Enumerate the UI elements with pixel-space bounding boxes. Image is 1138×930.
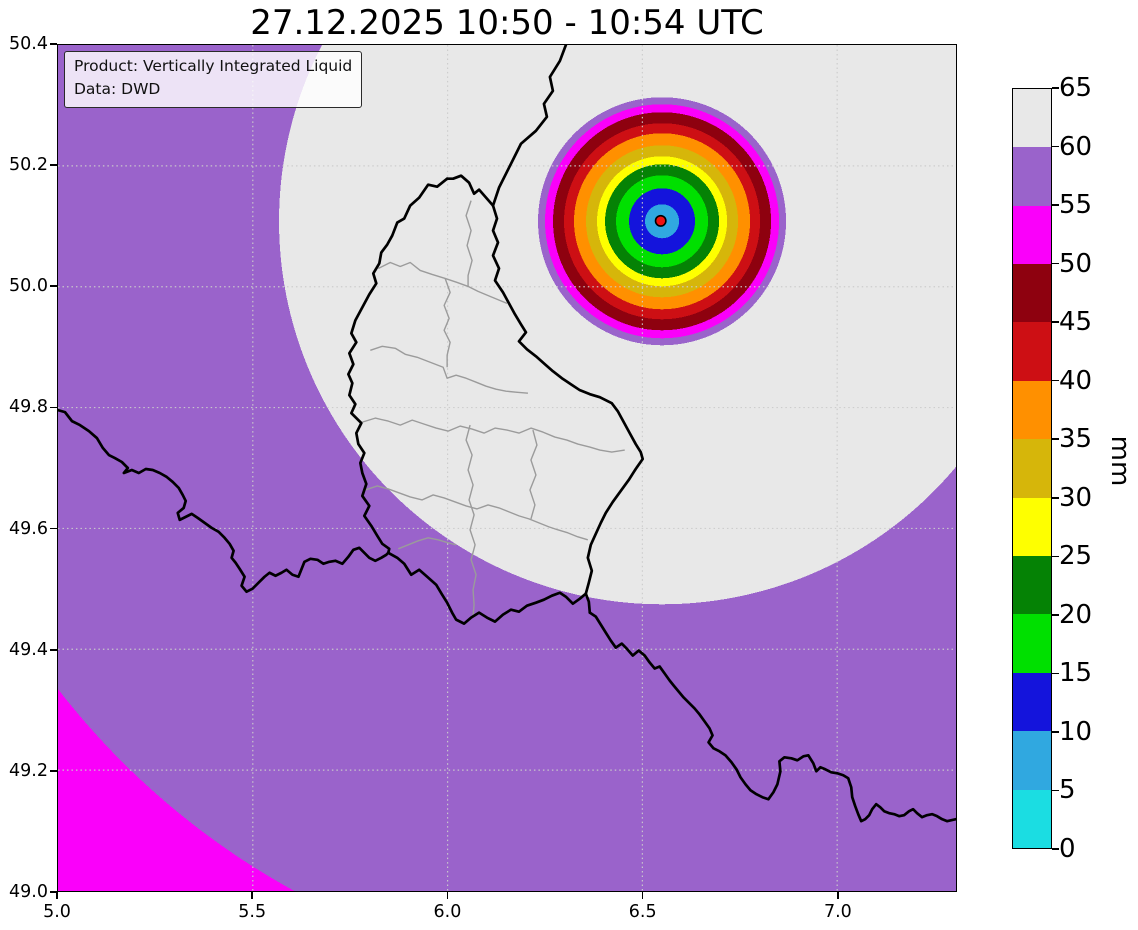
regional-border-path <box>365 485 589 541</box>
y-axis-tick <box>50 164 57 166</box>
colorbar <box>1012 88 1052 849</box>
regional-border-path <box>465 200 473 287</box>
national-border-path <box>588 611 956 823</box>
colorbar-tick-label: 0 <box>1059 834 1076 864</box>
colorbar-tick-label: 20 <box>1059 599 1093 630</box>
y-tick-label: 49.4 <box>9 639 48 660</box>
colorbar-tick-label: 55 <box>1059 190 1093 221</box>
y-axis-tick <box>50 770 57 772</box>
regional-border-path <box>465 424 477 617</box>
y-tick-label: 50.2 <box>9 155 48 176</box>
colorbar-tick-label: 65 <box>1059 73 1093 103</box>
colorbar-cell-10-15 <box>1013 672 1051 732</box>
colorbar-cell-20-25 <box>1013 556 1051 615</box>
colorbar-tick <box>1052 614 1059 616</box>
colorbar-tick <box>1052 496 1059 499</box>
x-axis-tick <box>251 892 254 899</box>
plot-title: 27.12.2025 10:50 - 10:54 UTC <box>250 3 764 43</box>
x-tick-label: 7.0 <box>823 902 852 922</box>
colorbar-tick-label: 25 <box>1059 541 1093 572</box>
x-axis-tick <box>837 892 839 899</box>
colorbar-cell-25-30 <box>1013 497 1051 557</box>
y-axis-tick <box>50 891 57 893</box>
national-border-path <box>58 408 390 594</box>
info-box: Product: Vertically Integrated Liquid Da… <box>64 51 363 108</box>
national-border-path <box>491 204 645 596</box>
x-axis-tick <box>446 892 449 899</box>
colorbar-tick-label: 40 <box>1059 365 1093 396</box>
x-axis-tick <box>641 892 644 899</box>
x-tick-label: 5.5 <box>238 902 267 922</box>
colorbar-tick-label: 35 <box>1059 424 1093 455</box>
y-tick-label: 50.4 <box>9 34 48 54</box>
colorbar-tick-label: 5 <box>1059 775 1076 806</box>
colorbar-tick <box>1052 555 1059 558</box>
national-border-path <box>491 45 568 207</box>
colorbar-tick <box>1052 438 1059 441</box>
x-axis-tick <box>56 892 58 899</box>
colorbar-tick <box>1052 848 1059 850</box>
colorbar-tick-label: 50 <box>1059 248 1093 279</box>
x-tick-label: 5.0 <box>43 902 71 922</box>
regional-border-path <box>362 417 625 453</box>
info-box-product-line: Product: Vertically Integrated Liquid <box>74 57 353 75</box>
colorbar-tick-label: 10 <box>1059 716 1093 747</box>
y-axis-tick <box>50 648 57 651</box>
colorbar-cell-40-45 <box>1013 322 1051 381</box>
y-tick-label: 49.6 <box>9 518 48 539</box>
colorbar-tick-label: 30 <box>1059 482 1093 513</box>
map-overlay-svg <box>58 45 956 891</box>
regional-border-path <box>397 537 457 550</box>
national-border-path <box>386 551 592 625</box>
colorbar-tick <box>1052 145 1059 148</box>
x-tick-label: 6.5 <box>628 902 657 922</box>
y-tick-label: 49.8 <box>9 397 48 418</box>
y-axis-tick <box>50 527 57 530</box>
colorbar-tick <box>1052 731 1059 733</box>
y-axis-tick <box>50 285 57 288</box>
colorbar-tick <box>1052 672 1059 675</box>
colorbar-cell-45-50 <box>1013 264 1051 323</box>
colorbar-tick <box>1052 87 1059 89</box>
map-plot: Product: Vertically Integrated Liquid Da… <box>57 44 957 892</box>
regional-border-path <box>370 345 529 394</box>
colorbar-cell-0-5 <box>1013 789 1051 848</box>
info-box-data-line: Data: DWD <box>74 80 161 99</box>
x-tick-label: 6.0 <box>433 902 462 922</box>
y-axis-tick <box>50 43 57 45</box>
colorbar-tick <box>1052 204 1059 206</box>
radar-precipitation-field <box>58 45 956 891</box>
national-border-path <box>347 177 449 555</box>
colorbar-cell-30-35 <box>1013 439 1051 498</box>
regional-border-path <box>377 261 508 305</box>
colorbar-cell-5-10 <box>1013 731 1051 790</box>
regional-border-path <box>529 429 538 520</box>
colorbar-tick <box>1052 379 1059 382</box>
colorbar-tick <box>1052 262 1059 265</box>
colorbar-tick <box>1052 321 1059 323</box>
colorbar-cell-60-65 <box>1013 88 1051 148</box>
y-tick-label: 49.2 <box>9 760 48 781</box>
colorbar-tick-label: 15 <box>1059 658 1093 689</box>
radar-site-marker <box>654 214 667 227</box>
colorbar-unit-label: mm <box>1105 435 1135 486</box>
national-border-path <box>445 174 495 207</box>
colorbar-tick <box>1052 789 1059 792</box>
regional-border-path <box>443 278 451 368</box>
y-tick-label: 50.0 <box>9 276 48 297</box>
colorbar-cell-15-20 <box>1013 614 1051 673</box>
y-axis-tick <box>50 406 57 409</box>
colorbar-cell-50-55 <box>1013 205 1051 265</box>
colorbar-cell-55-60 <box>1013 147 1051 206</box>
colorbar-tick-label: 45 <box>1059 307 1093 338</box>
colorbar-tick-label: 60 <box>1059 131 1093 162</box>
colorbar-cell-35-40 <box>1013 380 1051 440</box>
y-tick-label: 49.0 <box>9 882 48 902</box>
